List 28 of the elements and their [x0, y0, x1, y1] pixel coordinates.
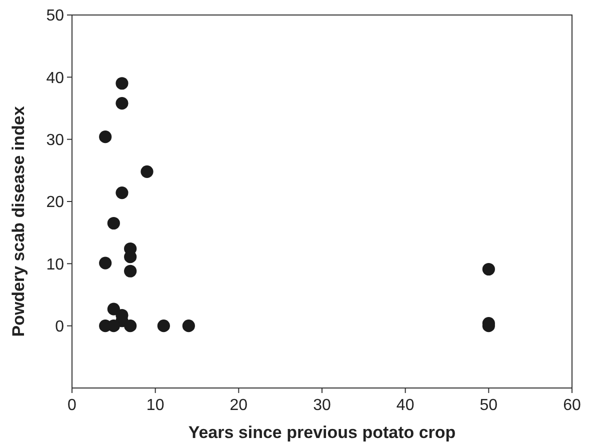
point	[140, 165, 154, 178]
x-tick-label: 0	[68, 397, 77, 414]
point	[182, 320, 195, 332]
point	[157, 320, 170, 332]
point	[107, 302, 120, 316]
point	[99, 256, 112, 270]
y-tick-label: 0	[55, 318, 64, 336]
point	[116, 186, 128, 200]
x-axis-title: Years since previous potato crop	[188, 423, 456, 442]
point	[116, 77, 128, 90]
x-tick-label: 40	[396, 397, 414, 414]
point	[482, 262, 495, 276]
y-tick-label: 40	[46, 70, 64, 87]
y-tick-label: 20	[46, 194, 64, 212]
x-tick-label: 30	[313, 397, 331, 414]
point	[116, 96, 128, 110]
y-tick-label: 10	[46, 256, 64, 274]
point	[124, 320, 137, 332]
point	[99, 130, 112, 144]
y-axis-title: Powdery scab disease index	[9, 106, 28, 337]
x-tick-label: 20	[230, 397, 248, 414]
y-tick-label: 50	[46, 8, 64, 25]
x-tick-label: 10	[146, 397, 164, 414]
point	[124, 264, 137, 278]
x-tick-label: 60	[563, 397, 581, 414]
x-tick-label: 50	[480, 397, 498, 414]
point	[107, 216, 120, 230]
y-tick-label: 30	[46, 132, 64, 149]
